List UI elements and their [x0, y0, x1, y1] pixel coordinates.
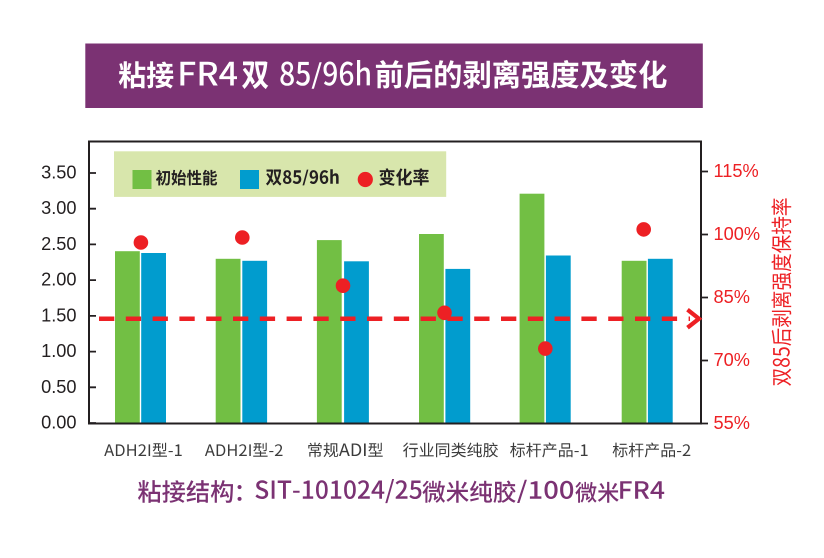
svg-text:0.50: 0.50	[41, 377, 76, 397]
svg-text:70%: 70%	[714, 350, 750, 370]
svg-text:3.00: 3.00	[41, 198, 76, 218]
svg-text:2.50: 2.50	[41, 234, 76, 254]
svg-text:100%: 100%	[714, 224, 761, 244]
svg-text:1.00: 1.00	[41, 341, 76, 361]
svg-text:0.00: 0.00	[41, 413, 76, 433]
svg-text:55%: 55%	[714, 413, 750, 433]
svg-text:2.00: 2.00	[41, 270, 76, 290]
svg-text:3.50: 3.50	[41, 163, 76, 183]
svg-text:85%: 85%	[714, 287, 750, 307]
svg-text:115%: 115%	[714, 161, 759, 181]
svg-text:1.50: 1.50	[41, 305, 76, 325]
